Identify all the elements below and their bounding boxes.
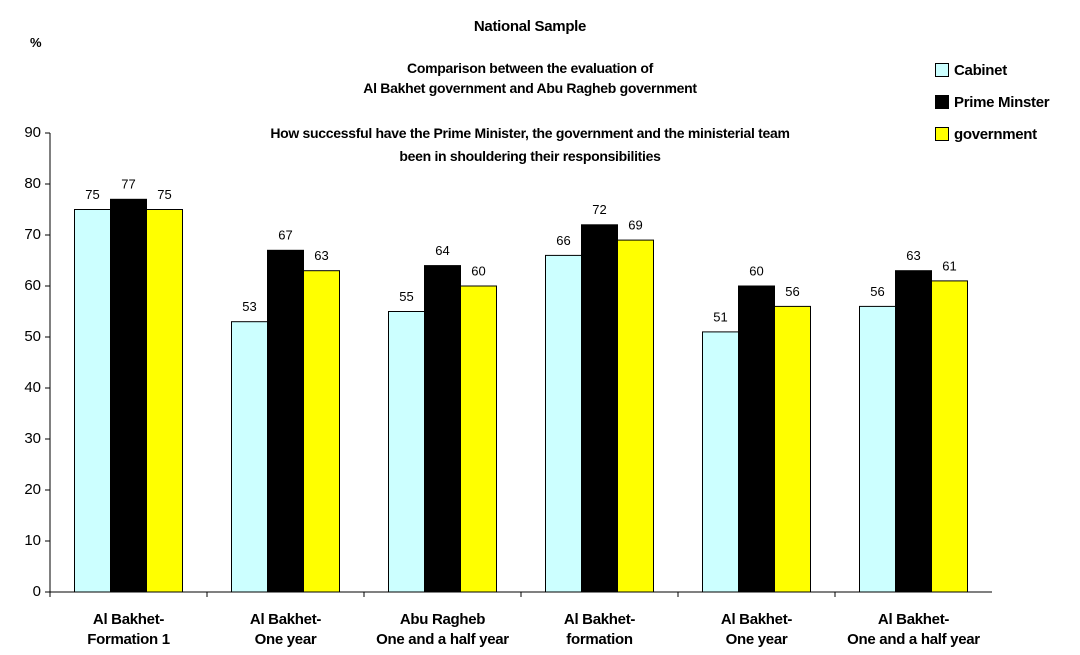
legend-label: government (954, 125, 1037, 143)
legend-label: Cabinet (954, 61, 1007, 79)
question: How successful have the Prime Minister, … (270, 125, 790, 164)
bar (110, 198, 147, 593)
bar (895, 270, 932, 593)
data-label: 63 (314, 248, 328, 263)
data-label: 67 (278, 228, 292, 243)
data-label: 61 (942, 258, 956, 273)
bar (581, 224, 618, 593)
bar (545, 254, 582, 593)
y-tick-label: 30 (24, 430, 41, 447)
y-tick-label: 70 (24, 226, 41, 243)
y-tick-label: 0 (33, 583, 41, 600)
subtitle: Comparison between the evaluation of Al … (363, 60, 697, 96)
y-axis-label: % (30, 35, 42, 50)
y-tick-label: 40 (24, 379, 41, 396)
x-tick-label: Abu Ragheb One and a half year (376, 611, 509, 648)
data-label: 75 (85, 187, 99, 202)
legend-item: Prime Minster (935, 90, 1050, 114)
bar (74, 209, 111, 593)
data-label: 56 (870, 284, 884, 299)
legend-swatch (935, 63, 949, 77)
x-tick-label: Al Bakhet- One and a half year (847, 611, 980, 648)
y-tick-label: 60 (24, 277, 41, 294)
bar (931, 280, 968, 593)
bar (617, 239, 654, 593)
x-tick-label: Al Bakhet- formation (563, 611, 636, 648)
bar (424, 265, 461, 593)
bar (702, 331, 739, 593)
data-label: 69 (628, 218, 642, 233)
data-label: 51 (713, 309, 727, 324)
y-tick-label: 50 (24, 328, 41, 345)
bar (231, 321, 268, 593)
x-tick-label: Al Bakhet- Formation 1 (87, 611, 170, 648)
data-label: 75 (157, 187, 171, 202)
data-label: 66 (556, 233, 570, 248)
legend-label: Prime Minster (954, 93, 1050, 111)
x-tick-label: Al Bakhet- One year (249, 611, 322, 648)
bar (146, 209, 183, 593)
y-tick-label: 80 (24, 175, 41, 192)
legend-item: Cabinet (935, 58, 1049, 82)
data-label: 60 (749, 263, 763, 278)
data-label: 77 (121, 177, 135, 192)
bar (774, 305, 811, 593)
data-label: 72 (592, 202, 606, 217)
legend-swatch (935, 127, 949, 141)
legend-swatch (935, 95, 949, 109)
data-label: 56 (785, 284, 799, 299)
bar (738, 285, 775, 593)
y-tick-label: 10 (24, 532, 41, 549)
bar (267, 249, 304, 593)
bar (303, 270, 340, 593)
y-tick-label: 20 (24, 481, 41, 498)
bar (460, 285, 497, 593)
y-tick-label: 90 (24, 124, 41, 141)
data-label: 53 (242, 299, 256, 314)
data-label: 63 (906, 248, 920, 263)
legend-item: government (935, 122, 1049, 146)
bar (388, 311, 425, 593)
data-label: 60 (471, 263, 485, 278)
x-tick-label: Al Bakhet- One year (720, 611, 793, 648)
data-label: 55 (399, 289, 413, 304)
chart-title: National Sample (473, 18, 587, 35)
data-label: 64 (435, 243, 449, 258)
bar (859, 305, 896, 593)
legend: Cabinet Prime Minster government (935, 58, 1050, 154)
